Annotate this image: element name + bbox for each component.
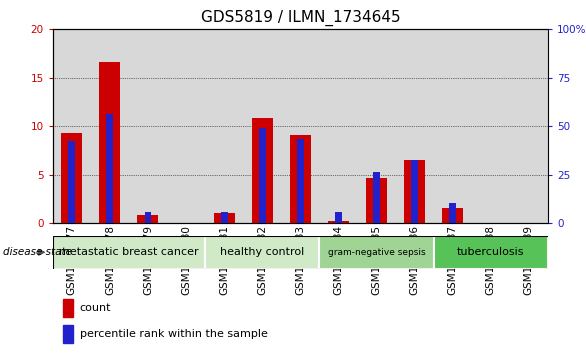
Bar	[373, 172, 380, 223]
Text: metastatic breast cancer: metastatic breast cancer	[59, 247, 199, 257]
Bar	[62, 133, 82, 223]
Bar	[472, 29, 510, 223]
Bar	[328, 221, 349, 223]
Bar	[357, 29, 396, 223]
Text: gram-negative sepsis: gram-negative sepsis	[328, 248, 425, 257]
Bar	[434, 236, 548, 269]
Bar	[404, 160, 425, 223]
Bar	[411, 160, 418, 223]
Bar	[366, 178, 387, 223]
Bar	[319, 236, 434, 269]
Bar	[442, 208, 463, 223]
Bar	[243, 29, 281, 223]
Bar	[214, 213, 234, 223]
Bar	[205, 29, 243, 223]
Bar	[138, 215, 158, 223]
Bar	[319, 29, 357, 223]
Bar	[167, 29, 205, 223]
Bar	[510, 29, 548, 223]
Bar	[259, 128, 265, 223]
Bar	[145, 212, 151, 223]
Bar	[63, 325, 73, 343]
Bar	[100, 62, 120, 223]
Title: GDS5819 / ILMN_1734645: GDS5819 / ILMN_1734645	[200, 10, 400, 26]
Bar	[69, 141, 75, 223]
Bar	[396, 29, 434, 223]
Text: tuberculosis: tuberculosis	[457, 247, 524, 257]
Bar	[221, 212, 227, 223]
Text: count: count	[80, 303, 111, 313]
Bar	[290, 135, 311, 223]
Bar	[129, 29, 167, 223]
Bar	[434, 29, 472, 223]
Bar	[53, 236, 205, 269]
Bar	[91, 29, 129, 223]
Bar	[335, 212, 342, 223]
Bar	[53, 29, 91, 223]
Text: healthy control: healthy control	[220, 247, 304, 257]
Bar	[63, 299, 73, 317]
Bar	[449, 203, 456, 223]
Bar	[297, 139, 304, 223]
Text: percentile rank within the sample: percentile rank within the sample	[80, 329, 268, 339]
Bar	[107, 114, 113, 223]
Bar	[205, 236, 319, 269]
Text: disease state: disease state	[3, 247, 72, 257]
Bar	[252, 118, 272, 223]
Bar	[281, 29, 319, 223]
